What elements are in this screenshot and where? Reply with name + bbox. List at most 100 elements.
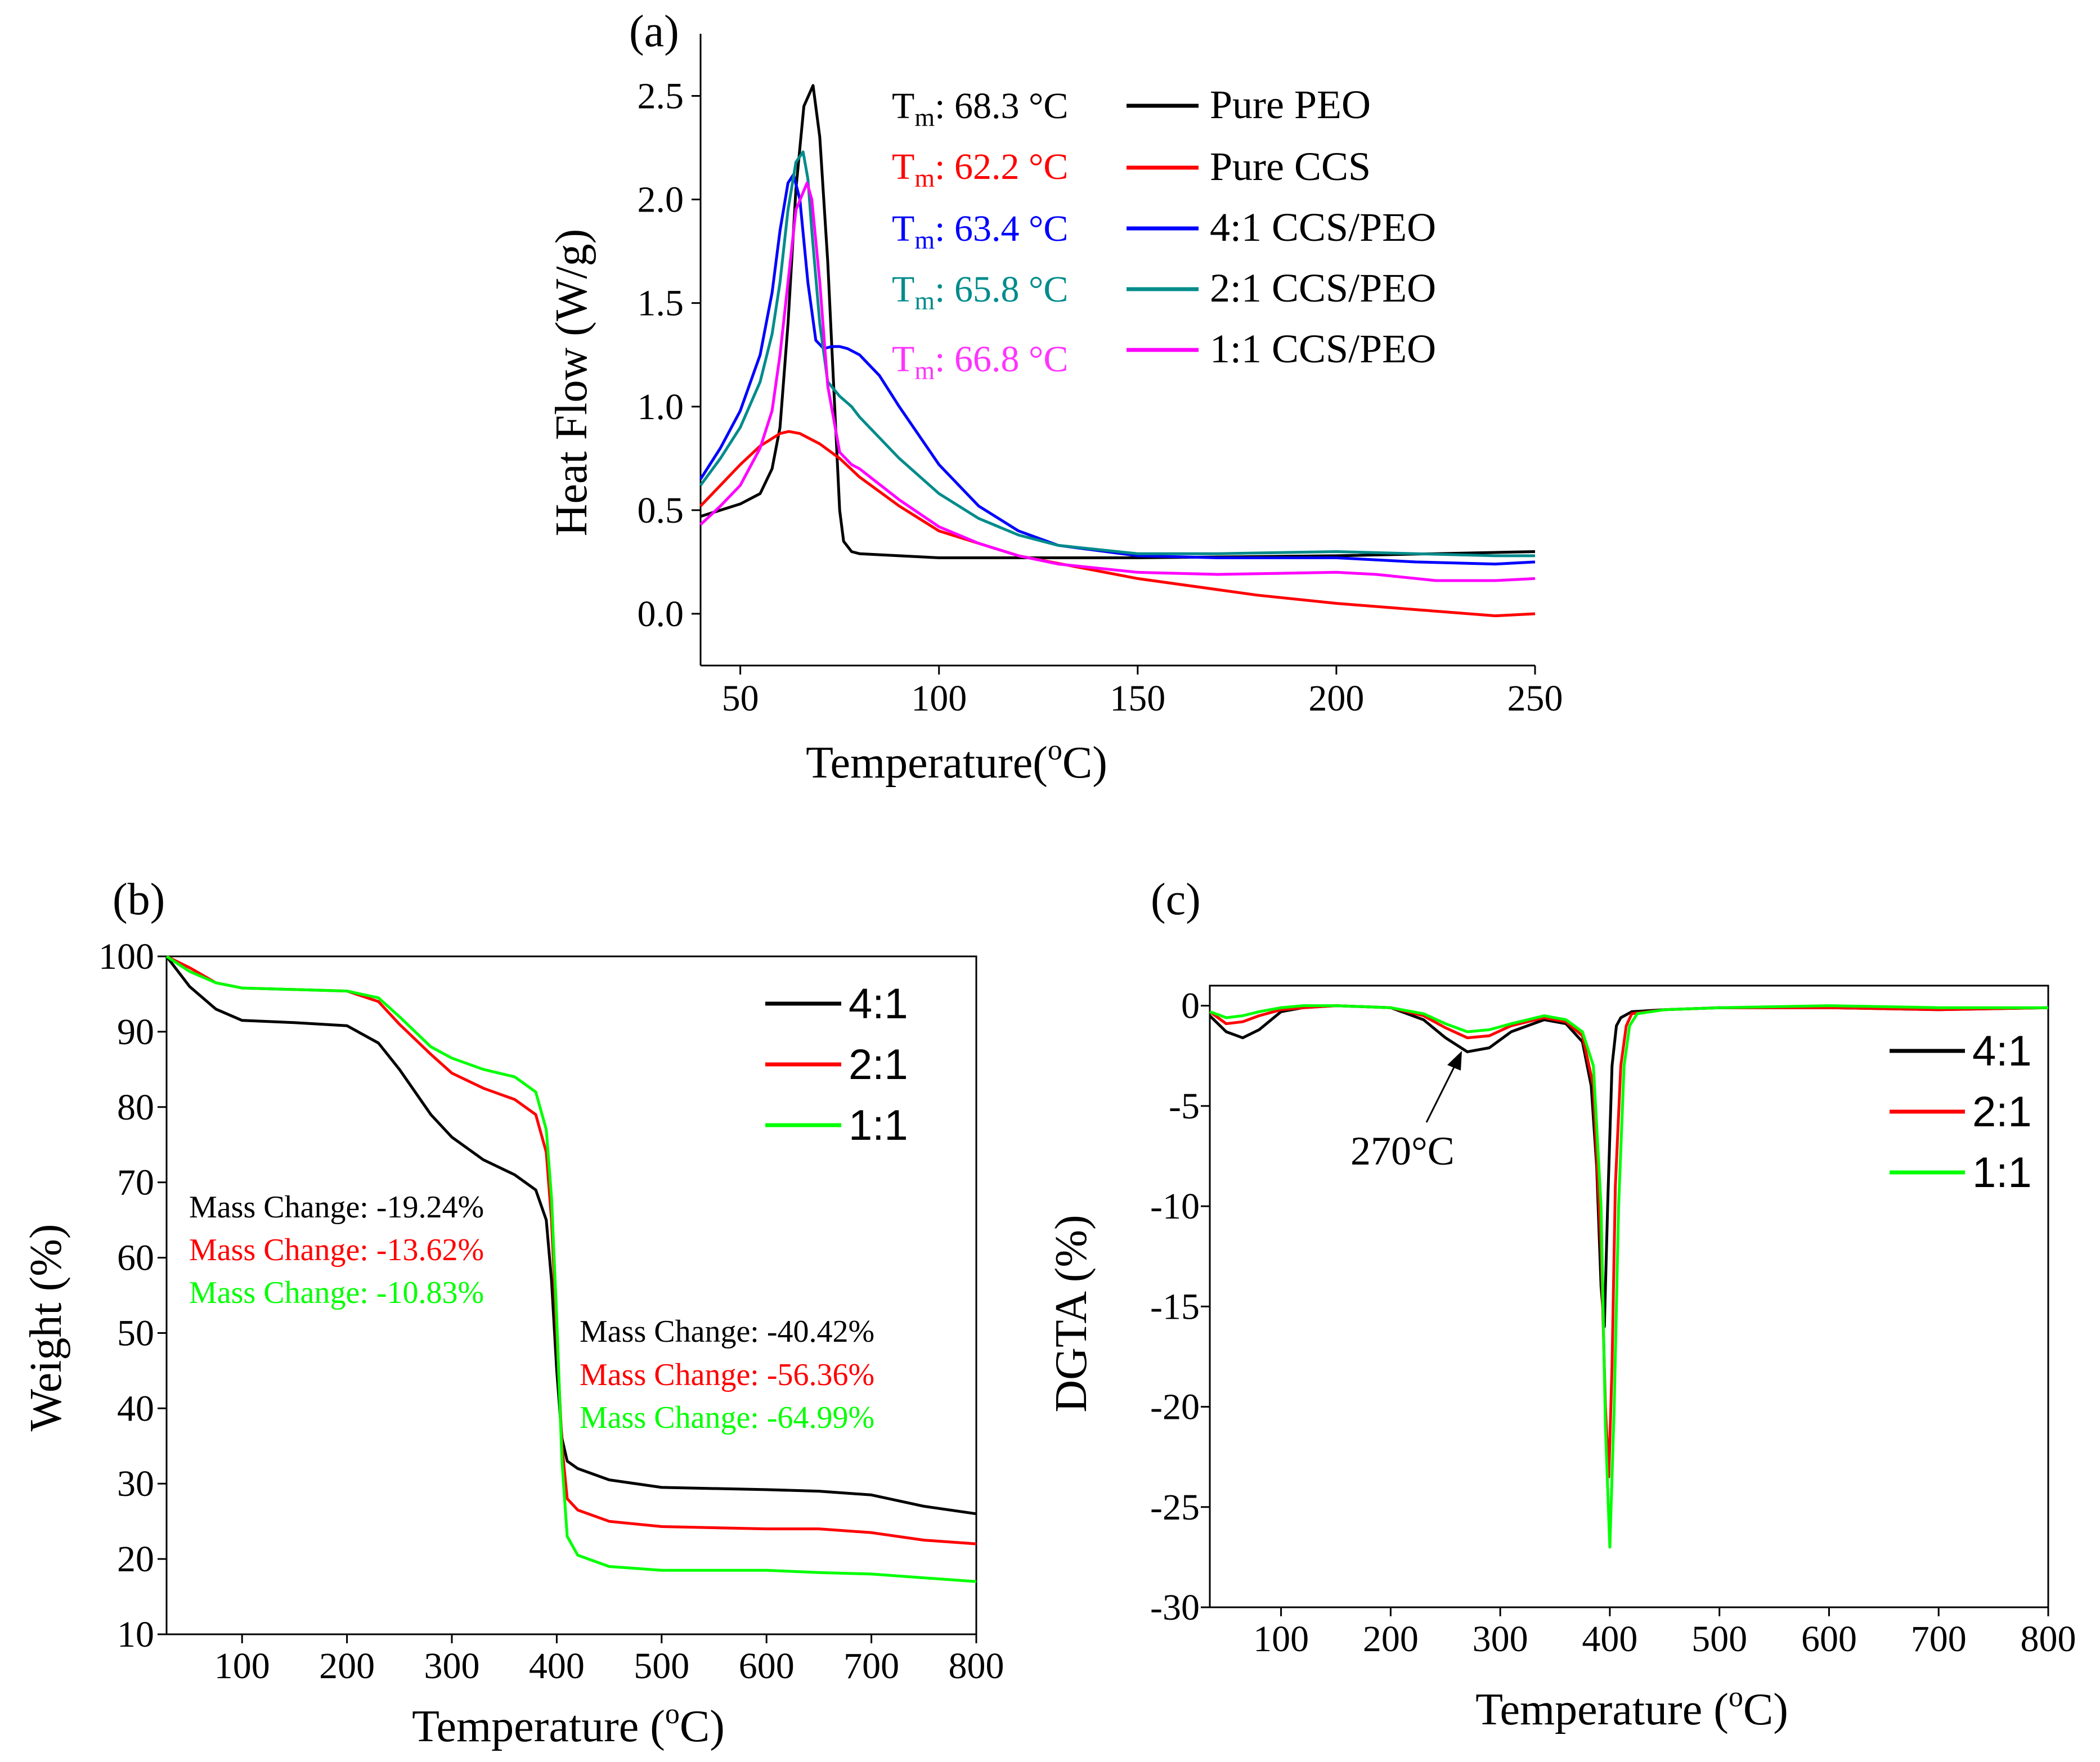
x-tick-label: 700 (1911, 1619, 1967, 1660)
y-tick-label: 20 (117, 1539, 154, 1580)
panel-b-label: (b) (113, 875, 165, 924)
tm-annotation: Tm: 65.8 °C (892, 269, 1068, 315)
panel-c-xlabel: Temperature (oC) (1475, 1681, 1788, 1734)
annotation-arrowhead (1447, 1051, 1462, 1071)
panel-c-legend: 4:1 2:1 1:1 (1890, 1027, 2032, 1197)
panel-a-ylabel: Heat Flow (W/g) (547, 229, 596, 537)
legend-label: Pure PEO (1210, 82, 1371, 127)
legend-label: 1:1 (849, 1102, 908, 1149)
series-line-pure-ccs (699, 430, 1536, 618)
x-tick-label: 200 (1363, 1619, 1419, 1660)
panel-a-label: (a) (629, 7, 679, 56)
series-line-4-1 (165, 955, 977, 1516)
x-tick-label: 100 (1253, 1619, 1309, 1660)
legend-label: 4:1 (849, 980, 908, 1028)
x-tick-label: 600 (1801, 1619, 1857, 1660)
x-tick-label: 100 (214, 1646, 270, 1687)
mass-change-annotation: Mass Change: -56.36% (580, 1358, 874, 1392)
x-tick-label: 700 (843, 1646, 899, 1687)
legend-label: 2:1 (849, 1041, 908, 1089)
series-line-2-1 (1209, 1004, 2049, 1478)
legend-label: 4:1 CCS/PEO (1210, 205, 1436, 250)
x-tick-label: 800 (949, 1646, 1004, 1687)
y-tick-label: -20 (1150, 1387, 1200, 1428)
x-tick-label: 100 (911, 678, 967, 719)
mass-change-annotation: Mass Change: -64.99% (580, 1400, 874, 1435)
annotation-text: 270°C (1350, 1129, 1455, 1174)
x-tick-label: 50 (722, 678, 759, 719)
y-tick-label: 80 (117, 1087, 154, 1128)
panel-c-arrow-annotation: 270°C (1350, 1051, 1462, 1174)
series-line-1-1 (165, 955, 977, 1583)
y-tick-label: 30 (117, 1463, 154, 1504)
y-tick-label: 0.0 (638, 594, 684, 635)
series-line-1-1 (1209, 1004, 2048, 1549)
tm-annotation: Tm: 62.2 °C (892, 146, 1068, 192)
y-tick-label: 0 (1181, 986, 1200, 1027)
panel-a-xlabel: Temperature(oC) (806, 734, 1107, 788)
x-tick-label: 300 (1473, 1619, 1528, 1660)
y-tick-label: 100 (98, 936, 154, 977)
legend-label: Pure CCS (1210, 144, 1371, 189)
panel-a-legend: Pure PEO Pure CCS 4:1 CCS/PEO 2:1 CCS/PE… (1127, 82, 1436, 371)
y-tick-label: -30 (1150, 1587, 1200, 1628)
panel-b-ylabel: Weight (%) (21, 1224, 71, 1432)
panel-a-dsc: (a) 50 100 150 200 250 0.0 0.5 1.0 1.5 2.0 2.5 Hea… (547, 7, 1563, 788)
legend-label: 2:1 (1972, 1088, 2032, 1136)
panel-b-tga: (b) 100 200 300 400 500 600 700 800 10 20 30 40 50 60… (21, 875, 1004, 1751)
axes-frame (165, 955, 977, 1635)
legend-label: 1:1 CCS/PEO (1210, 326, 1436, 371)
y-tick-label: 10 (117, 1614, 154, 1655)
x-tick-label: 400 (1582, 1619, 1637, 1660)
x-tick-label: 200 (319, 1646, 375, 1687)
series-line-4-1 (1209, 1004, 2049, 1328)
series-line-pure-peo (700, 84, 1536, 559)
x-tick-label: 300 (424, 1646, 480, 1687)
panel-c-ylabel: DGTA (%) (1047, 1215, 1096, 1412)
series-line-4-1-ccs-peo (699, 173, 1536, 566)
tm-annotation: Tm: 68.3 °C (892, 86, 1068, 132)
y-tick-label: -25 (1150, 1487, 1200, 1528)
panel-c-label: (c) (1151, 875, 1201, 924)
mass-change-annotation: Mass Change: -13.62% (189, 1233, 484, 1267)
y-tick-label: 40 (117, 1388, 154, 1429)
mass-change-annotation: Mass Change: -19.24% (189, 1190, 484, 1225)
y-tick-label: 90 (117, 1012, 154, 1053)
x-tick-label: 600 (739, 1646, 795, 1687)
y-tick-label: -10 (1150, 1186, 1200, 1227)
y-tick-label: 60 (117, 1238, 154, 1279)
tm-annotation: Tm: 66.8 °C (892, 339, 1068, 385)
legend-label: 1:1 (1972, 1149, 2032, 1197)
panel-b-annotations: Mass Change: -19.24% Mass Change: -13.62… (189, 1190, 874, 1435)
panel-b-plot-area: 100 200 300 400 500 600 700 800 10 20 30 40 50 60 70 80… (98, 936, 1004, 1687)
y-tick-label: -15 (1150, 1286, 1200, 1327)
legend-label: 4:1 (1972, 1027, 2032, 1075)
y-tick-label: -5 (1169, 1086, 1200, 1127)
x-tick-label: 250 (1507, 678, 1563, 719)
panel-a-tm-annotations: Tm: 68.3 °C Tm: 62.2 °C Tm: 63.4 °C Tm: … (892, 86, 1068, 385)
x-tick-label: 200 (1308, 678, 1364, 719)
panel-b-xlabel: Temperature (oC) (412, 1698, 725, 1751)
series-line-2-1-ccs-peo (699, 150, 1535, 558)
y-tick-label: 50 (117, 1312, 154, 1354)
y-tick-label: 2.0 (638, 179, 684, 221)
axes-frame (1209, 985, 2049, 1608)
x-tick-label: 400 (529, 1646, 585, 1687)
series-line-1-1-ccs-peo (699, 181, 1536, 582)
annotation-arrow (1425, 1060, 1459, 1123)
x-tick-label: 800 (2021, 1619, 2076, 1660)
y-tick-label: 1.0 (638, 386, 684, 428)
x-tick-label: 150 (1110, 678, 1165, 719)
tm-annotation: Tm: 63.4 °C (892, 208, 1068, 254)
legend-label: 2:1 CCS/PEO (1210, 266, 1436, 311)
panel-c-dtga: (c) 100 200 300 400 500 600 700 800 0 -5 -10 -15 -20… (1047, 875, 2076, 1734)
panel-c-plot-area: 100 200 300 400 500 600 700 800 0 -5 -10 -15 -20 -25 -… (1150, 985, 2076, 1660)
mass-change-annotation: Mass Change: -10.83% (189, 1275, 484, 1310)
y-tick-label: 70 (117, 1162, 154, 1203)
panel-a-plot-area: 50 100 150 200 250 0.0 0.5 1.0 1.5 2.0 2.5 (638, 34, 1563, 719)
x-tick-label: 500 (634, 1646, 689, 1687)
panel-b-legend: 4:1 2:1 1:1 (765, 980, 908, 1149)
mass-change-annotation: Mass Change: -40.42% (580, 1314, 874, 1349)
x-tick-label: 500 (1691, 1619, 1747, 1660)
